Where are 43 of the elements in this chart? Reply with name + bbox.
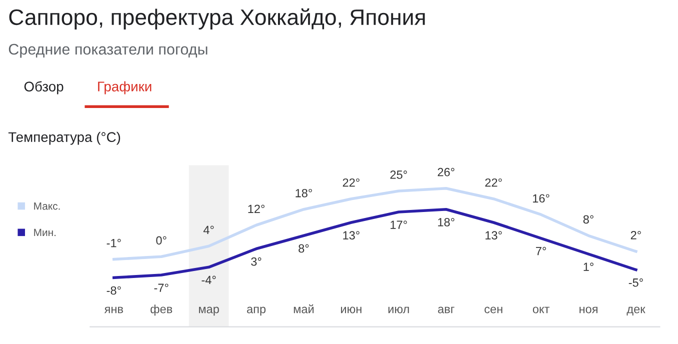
data-label: 12° bbox=[248, 204, 264, 213]
data-label: 18° bbox=[296, 188, 312, 198]
data-label: 1° bbox=[584, 262, 594, 271]
chart-subtitle: Средние показатели погоды bbox=[8, 44, 208, 58]
text: Температура (°C) bbox=[8, 132, 120, 145]
data-label: 13° bbox=[343, 231, 360, 240]
legend-label: Макс. bbox=[34, 202, 60, 210]
data-label: 4° bbox=[203, 226, 214, 234]
data-label: 8° bbox=[298, 244, 309, 253]
x-tick-label: апр bbox=[247, 306, 266, 316]
x-tick-label: сен bbox=[484, 306, 502, 314]
data-label: 8° bbox=[583, 215, 594, 224]
data-label: 2° bbox=[630, 230, 641, 240]
text: Графики bbox=[98, 81, 152, 94]
text: Обзор bbox=[24, 81, 64, 94]
x-tick-label: ноя bbox=[580, 306, 598, 314]
data-label: 22° bbox=[342, 178, 360, 187]
x-tick-label: июл bbox=[388, 306, 409, 314]
x-tick-label: июн bbox=[341, 306, 362, 314]
x-tick-label: дек bbox=[626, 306, 646, 316]
data-label: -7° bbox=[154, 284, 168, 292]
data-label: 17° bbox=[390, 220, 407, 229]
data-label: 13° bbox=[486, 231, 502, 240]
data-label: -8° bbox=[106, 286, 121, 295]
data-label: 0° bbox=[156, 236, 166, 245]
data-label: -5° bbox=[628, 278, 643, 287]
data-label: 26° bbox=[438, 168, 454, 176]
data-label: 7° bbox=[536, 246, 546, 256]
data-label: 25° bbox=[390, 170, 407, 179]
data-label: -4° bbox=[202, 276, 216, 284]
data-label: 22° bbox=[485, 178, 502, 187]
x-tick-label: янв bbox=[104, 306, 123, 314]
data-label: -1° bbox=[106, 238, 121, 248]
x-tick-label: мар bbox=[199, 306, 219, 316]
data-label: 18° bbox=[438, 218, 454, 226]
x-tick-label: авг bbox=[438, 306, 454, 314]
x-tick-label: май bbox=[294, 304, 314, 314]
x-tick-label: окт bbox=[532, 306, 550, 314]
chart-title: Саппоро, префектура Хоккайдо, Япония bbox=[9, 8, 425, 30]
x-tick-label: фев bbox=[150, 304, 172, 316]
data-label: 3° bbox=[251, 257, 262, 266]
legend-label: Мин. bbox=[34, 228, 56, 236]
data-label: 16° bbox=[533, 194, 550, 203]
